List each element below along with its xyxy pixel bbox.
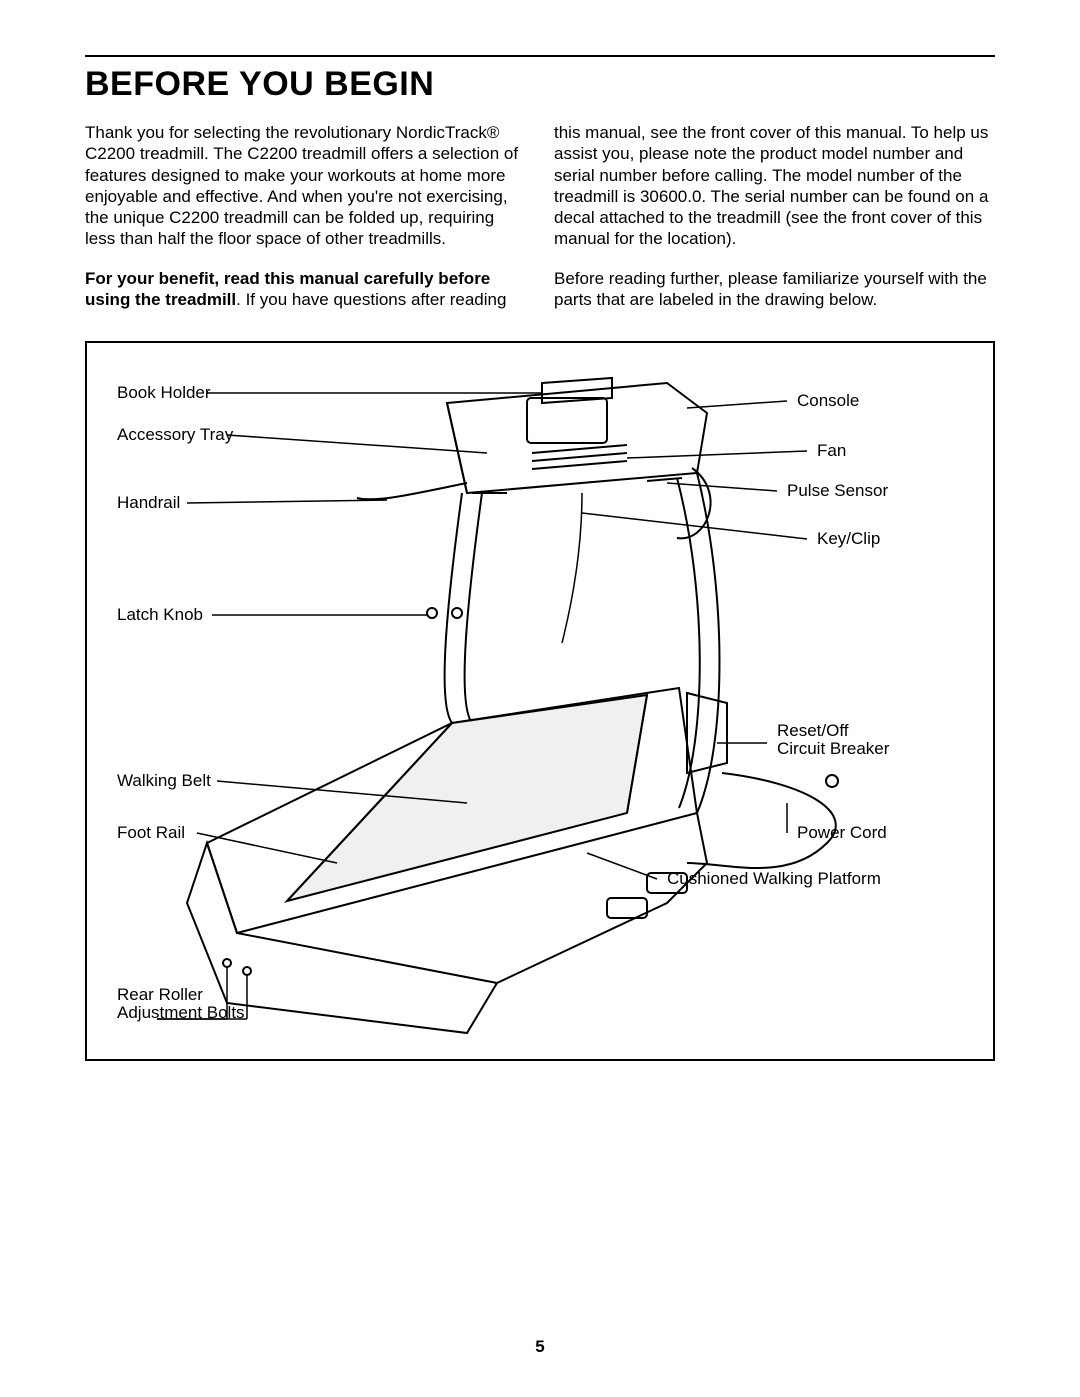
treadmill-illustration (87, 343, 993, 1059)
label-rear-roller-2: Adjustment Bolts (117, 1003, 245, 1023)
label-pulse-sensor: Pulse Sensor (787, 481, 888, 501)
label-latch-knob: Latch Knob (117, 605, 203, 625)
label-key-clip: Key/Clip (817, 529, 880, 549)
label-reset-off-1: Reset/Off (777, 721, 849, 741)
label-walking-belt: Walking Belt (117, 771, 211, 791)
paragraph-3: Before reading further, please familiari… (554, 268, 995, 311)
page-number: 5 (0, 1337, 1080, 1357)
label-accessory-tray: Accessory Tray (117, 425, 233, 445)
paragraph-1: Thank you for selecting the revolutionar… (85, 122, 526, 250)
label-foot-rail: Foot Rail (117, 823, 185, 843)
body-text-columns: Thank you for selecting the revolutionar… (85, 122, 995, 319)
page-title: BEFORE YOU BEGIN (85, 65, 995, 104)
top-rule (85, 55, 995, 57)
label-console: Console (797, 391, 859, 411)
label-fan: Fan (817, 441, 846, 461)
label-book-holder: Book Holder (117, 383, 211, 403)
manual-page: BEFORE YOU BEGIN Thank you for selecting… (0, 0, 1080, 1397)
label-rear-roller-1: Rear Roller (117, 985, 203, 1005)
label-handrail: Handrail (117, 493, 180, 513)
label-reset-off-2: Circuit Breaker (777, 739, 889, 759)
treadmill-diagram: Book Holder Accessory Tray Handrail Latc… (85, 341, 995, 1061)
label-cushioned: Cushioned Walking Platform (667, 869, 881, 889)
label-power-cord: Power Cord (797, 823, 887, 843)
